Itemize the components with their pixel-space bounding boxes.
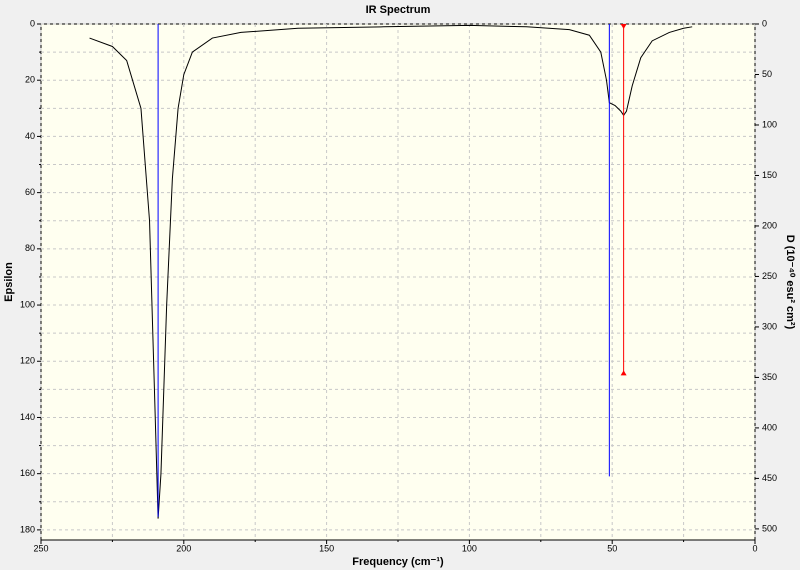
x-tick-label: 250 [33,543,48,553]
y-tick-label: 140 [20,412,35,422]
x-tick-label: 150 [319,543,334,553]
y2-axis-label: D (10⁻⁴⁰ esu² cm²) [784,235,796,330]
x-tick-label: 100 [462,543,477,553]
stick-marker [620,24,627,29]
y-tick-label: 100 [20,299,35,309]
y2-tick-label: 0 [762,18,767,28]
y-tick-label: 180 [20,524,35,534]
y2-tick-label: 200 [762,220,777,230]
y2-tick-label: 450 [762,473,777,483]
y2-tick-label: 350 [762,372,777,382]
y2-tick-label: 300 [762,321,777,331]
x-tick-label: 50 [607,543,617,553]
y-tick-label: 0 [30,18,35,28]
chart-title: IR Spectrum [366,4,431,16]
x-tick-label: 0 [752,543,757,553]
y-axis-label: Epsilon [3,262,15,302]
y-tick-label: 160 [20,468,35,478]
y-tick-label: 40 [25,131,35,141]
y-tick-label: 20 [25,75,35,85]
stick-marker [620,370,627,376]
spectrum-line [89,24,693,519]
y-tick-label: 60 [25,187,35,197]
y2-tick-label: 100 [762,119,777,129]
y2-tick-label: 500 [762,523,777,533]
y-tick-label: 80 [25,243,35,253]
x-tick-label: 200 [176,543,191,553]
y-tick-label: 120 [20,356,35,366]
x-axis-label: Frequency (cm⁻¹) [352,556,444,568]
y2-tick-label: 150 [762,170,777,180]
y2-tick-label: 250 [762,271,777,281]
y2-tick-label: 400 [762,422,777,432]
y2-tick-label: 50 [762,69,772,79]
